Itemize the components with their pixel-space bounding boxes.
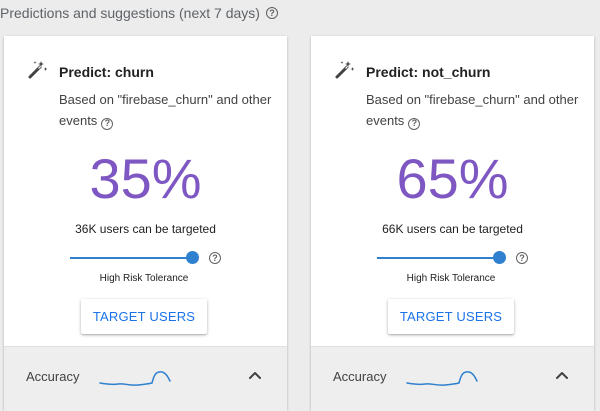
magic-wand-icon — [28, 61, 48, 79]
chevron-up-icon[interactable] — [247, 367, 263, 383]
help-icon[interactable]: ? — [516, 252, 528, 264]
card-title: Predict: churn — [59, 64, 154, 80]
card-title: Predict: not_churn — [366, 64, 491, 80]
help-icon[interactable]: ? — [209, 252, 221, 264]
help-icon[interactable]: ? — [101, 117, 114, 130]
risk-slider-thumb[interactable] — [186, 251, 199, 264]
target-count-text: 66K users can be targeted — [382, 222, 523, 236]
section-header: Predictions and suggestions (next 7 days… — [0, 0, 278, 26]
prediction-percent: 65% — [396, 147, 509, 210]
magic-wand-icon — [335, 61, 355, 79]
risk-tolerance-label: High Risk Tolerance — [99, 273, 189, 284]
prediction-card-not-churn: Predict: not_churn Based on "firebase_ch… — [311, 36, 594, 411]
risk-tolerance-label: High Risk Tolerance — [406, 273, 496, 284]
prediction-percent: 35% — [89, 147, 202, 210]
description-text: Based on "firebase_churn" and other even… — [366, 92, 579, 128]
card-description: Based on "firebase_churn" and other even… — [366, 89, 581, 131]
section-title: Predictions and suggestions (next 7 days… — [0, 5, 260, 21]
accuracy-sparkline — [406, 371, 478, 386]
accuracy-panel[interactable]: Accuracy — [4, 346, 287, 411]
risk-slider-thumb[interactable] — [493, 251, 506, 264]
risk-slider-track[interactable] — [70, 257, 192, 259]
accuracy-label: Accuracy — [333, 369, 387, 384]
target-count-text: 36K users can be targeted — [75, 222, 216, 236]
help-icon[interactable]: ? — [408, 117, 421, 130]
accuracy-panel[interactable]: Accuracy — [311, 346, 594, 411]
chevron-up-icon[interactable] — [554, 367, 570, 383]
help-icon[interactable]: ? — [265, 7, 278, 19]
prediction-card-churn: Predict: churn Based on "firebase_churn"… — [4, 36, 287, 411]
description-text: Based on "firebase_churn" and other even… — [59, 92, 272, 128]
target-users-button[interactable]: TARGET USERS — [81, 299, 207, 334]
target-users-button[interactable]: TARGET USERS — [388, 299, 514, 334]
risk-slider-track[interactable] — [377, 257, 499, 259]
accuracy-label: Accuracy — [26, 369, 80, 384]
accuracy-sparkline — [99, 371, 171, 386]
card-description: Based on "firebase_churn" and other even… — [59, 89, 274, 131]
